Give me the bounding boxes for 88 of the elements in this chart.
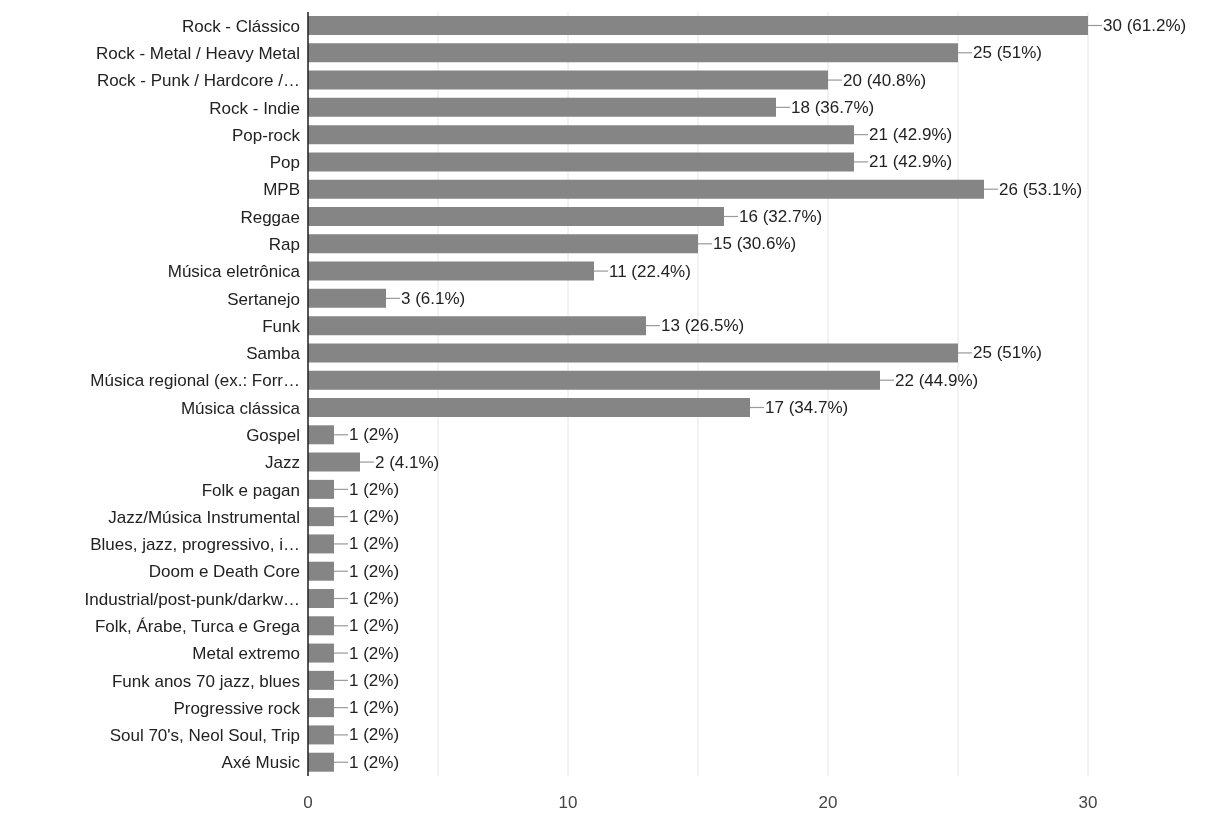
bar: [308, 643, 334, 663]
y-tick-label: Rap: [268, 234, 300, 254]
bar: [308, 670, 334, 690]
data-label: 11 (22.4%): [609, 261, 691, 281]
y-tick-label: Rock - Clássico: [181, 16, 300, 36]
data-label: 16 (32.7%): [739, 207, 823, 226]
x-tick-label: 20: [818, 793, 838, 813]
x-tick-label: 10: [558, 793, 578, 813]
data-label: 13 (26.5%): [661, 316, 745, 336]
bar: [308, 152, 854, 172]
bar: [308, 507, 334, 527]
data-label: 1 (2%): [349, 616, 400, 636]
data-label: 1 (2%): [349, 589, 400, 608]
data-label: 25 (51%): [973, 343, 1042, 363]
y-tick-label: Música clássica: [180, 398, 301, 418]
data-label: 3 (6.1%): [401, 288, 466, 308]
bar: [308, 752, 334, 772]
y-tick-label: Reggae: [240, 207, 300, 227]
bar: [308, 561, 334, 581]
y-tick-label: Progressive rock: [173, 698, 301, 718]
bar: [308, 343, 958, 363]
data-label: 1 (2%): [349, 670, 400, 690]
bar: [308, 97, 776, 117]
y-tick-label: MPB: [263, 180, 300, 200]
bar: [308, 43, 958, 63]
y-tick-label: Jazz: [265, 453, 300, 473]
bar: [308, 534, 334, 554]
data-label: 1 (2%): [349, 698, 400, 718]
data-label: 26 (53.1%): [999, 179, 1083, 199]
bar: [308, 616, 334, 636]
bar: [308, 70, 828, 90]
data-label: 25 (51%): [973, 43, 1042, 63]
y-tick-label: Funk anos 70 jazz, blues: [111, 671, 300, 691]
y-tick-label: Pop-rock: [231, 125, 301, 145]
data-label: 1 (2%): [349, 643, 400, 663]
bar: [308, 479, 334, 499]
bar: [308, 398, 750, 417]
y-tick-label: Música regional (ex.: Forr…: [90, 371, 300, 391]
y-tick-label: Sertanejo: [227, 289, 300, 309]
data-label: 21 (42.9%): [869, 125, 953, 145]
data-label: 1 (2%): [349, 425, 400, 445]
y-tick-label: Blues, jazz, progressivo, i…: [90, 535, 300, 555]
x-tick-label: 0: [303, 793, 313, 813]
y-tick-label: Samba: [246, 344, 301, 364]
bar: [308, 16, 1088, 35]
bar: [308, 370, 880, 390]
y-tick-label: Música eletrônica: [167, 262, 301, 282]
bar: [308, 425, 334, 445]
data-label: 21 (42.9%): [869, 152, 953, 172]
data-label: 30 (61.2%): [1103, 16, 1187, 35]
data-label: 1 (2%): [349, 479, 400, 499]
y-tick-label: Rock - Metal / Heavy Metal: [95, 43, 300, 63]
y-tick-label: Funk: [262, 316, 301, 336]
y-tick-label: Metal extremo: [192, 644, 300, 664]
bar: [308, 316, 646, 336]
data-label: 22 (44.9%): [895, 370, 979, 390]
bar: [308, 452, 360, 472]
data-label: 1 (2%): [349, 561, 400, 581]
bar: [308, 234, 698, 254]
data-label: 17 (34.7%): [765, 398, 849, 417]
data-label: 1 (2%): [349, 507, 400, 527]
y-tick-label: Jazz/Música Instrumental: [108, 507, 300, 527]
bar: [308, 179, 984, 199]
y-tick-label: Rock - Punk / Hardcore /…: [96, 71, 300, 91]
data-label: 15 (30.6%): [713, 234, 797, 254]
y-tick-label: Axé Music: [221, 753, 301, 773]
bar: [308, 589, 334, 608]
y-tick-label: Doom e Death Core: [148, 562, 300, 582]
y-tick-label: Rock - Indie: [209, 98, 300, 118]
y-tick-label: Industrial/post-punk/darkw…: [84, 589, 300, 609]
data-label: 20 (40.8%): [843, 70, 927, 90]
data-label: 2 (4.1%): [375, 452, 440, 472]
bar: [308, 725, 334, 745]
bar: [308, 261, 594, 281]
data-label: 1 (2%): [349, 725, 400, 745]
bar: [308, 207, 724, 226]
x-tick-label: 30: [1078, 793, 1098, 813]
data-label: 18 (36.7%): [791, 97, 875, 117]
data-label: 1 (2%): [349, 752, 400, 772]
data-label: 1 (2%): [349, 534, 400, 554]
y-tick-label: Folk, Árabe, Turca e Grega: [94, 616, 301, 636]
y-tick-label: Gospel: [246, 425, 300, 445]
bar: [308, 698, 334, 718]
y-tick-label: Pop: [269, 153, 300, 173]
y-tick-label: Soul 70's, Neol Soul, Trip: [109, 726, 300, 746]
bar: [308, 288, 386, 308]
bar: [308, 125, 854, 145]
y-tick-label: Folk e pagan: [201, 480, 300, 500]
